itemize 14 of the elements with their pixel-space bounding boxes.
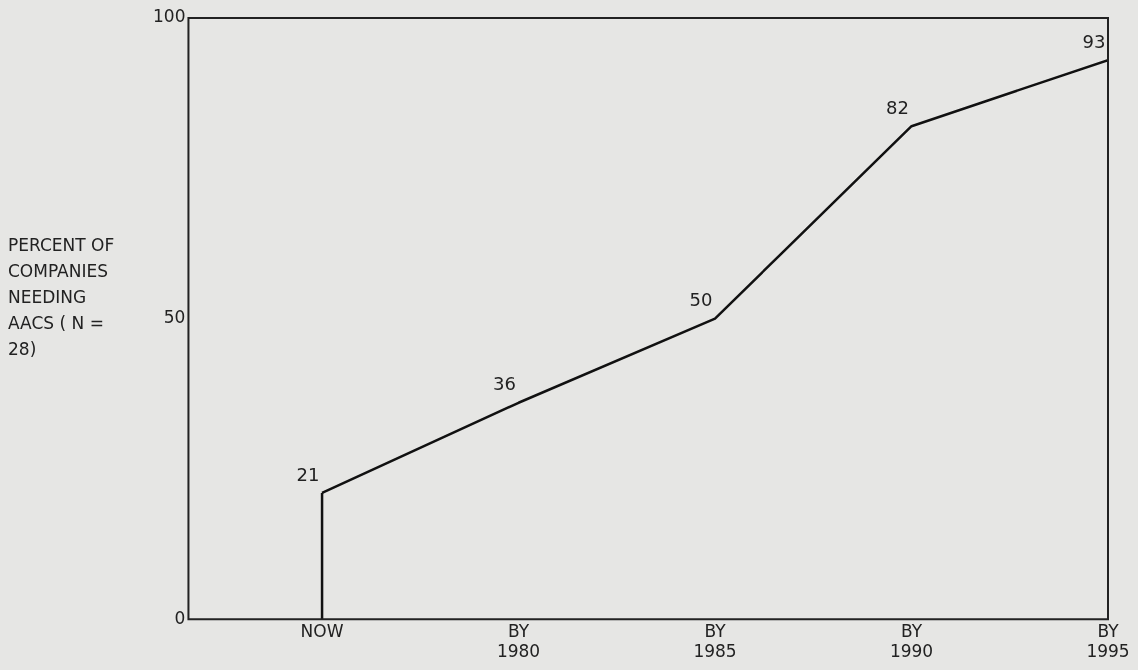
x-tick-label: BY 1995 (1086, 620, 1130, 662)
y-tick-label: 100 (152, 6, 186, 27)
x-tick-label: BY 1980 (496, 620, 541, 662)
data-label: 21 (296, 463, 320, 485)
x-tick-label: BY 1990 (889, 620, 934, 662)
data-label: 50 (689, 289, 713, 311)
x-tick-label: NOW (300, 620, 344, 641)
y-axis-title: PERCENT OF COMPANIES NEEDING AACS ( N = 28) (8, 234, 116, 361)
data-label: 36 (493, 373, 516, 395)
data-label: 82 (886, 96, 909, 118)
y-tick-label: 0 (174, 607, 186, 628)
y-tick-label: 50 (163, 307, 186, 328)
x-tick-label: BY 1985 (693, 620, 737, 662)
data-label: 93 (1082, 30, 1106, 52)
